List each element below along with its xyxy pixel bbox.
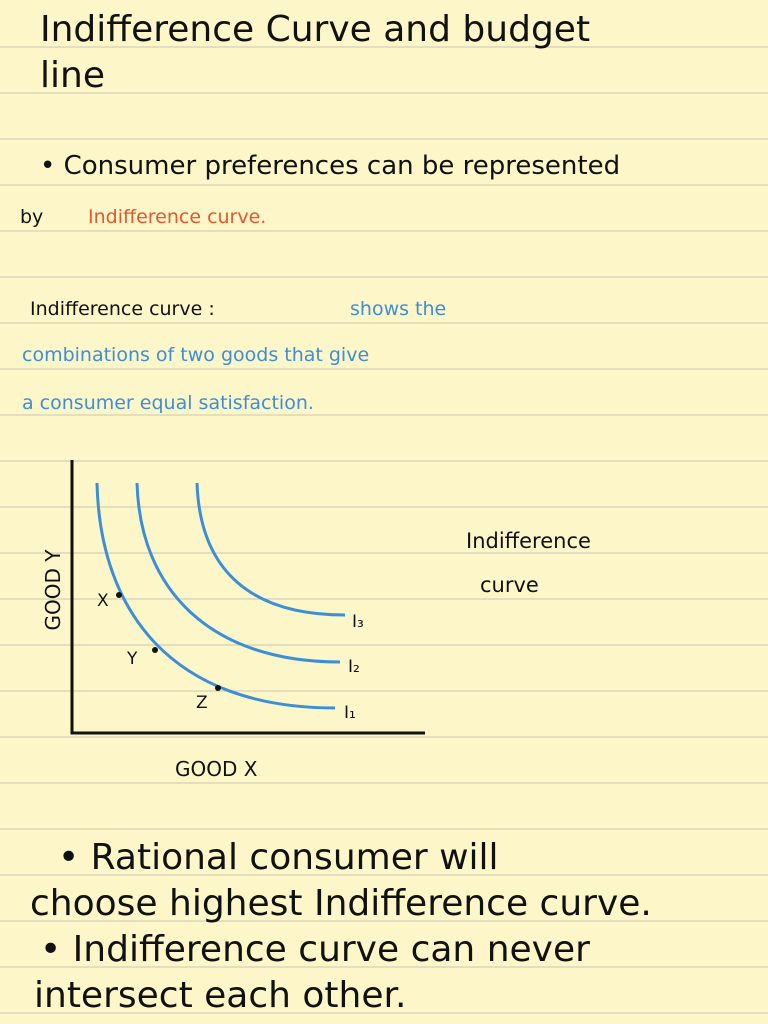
- text: by: [20, 206, 44, 228]
- bullet-text: • Consumer preferences can be represente…: [40, 151, 621, 181]
- curve-label: I₁: [344, 703, 356, 723]
- point: [215, 685, 221, 691]
- curve-label: I₂: [348, 657, 360, 677]
- definition-text: shows the: [350, 298, 447, 320]
- point-label: X: [97, 591, 109, 611]
- indifference-curve: [135, 482, 341, 664]
- title-line: line: [40, 55, 105, 96]
- highlight-text: Indifference curve.: [88, 206, 267, 228]
- caption: curve: [480, 573, 539, 597]
- bullet-text: intersect each other.: [34, 975, 407, 1016]
- curve-label: I₃: [352, 612, 364, 632]
- indifference-curve: [95, 482, 336, 710]
- bullet-text: choose highest Indifference curve.: [30, 883, 652, 924]
- bullet-text: • Rational consumer will: [58, 837, 499, 878]
- y-axis-label: GOOD Y: [41, 549, 65, 631]
- indifference-curve: [195, 482, 346, 617]
- point-label: Z: [196, 693, 208, 713]
- point-label: Y: [126, 649, 138, 669]
- diagram: X Y Z I₃ I₂ I₁ GOOD Y GOOD X Indifferenc…: [41, 460, 591, 781]
- axis: [70, 460, 425, 735]
- x-axis-label: GOOD X: [175, 757, 258, 781]
- definition-text: a consumer equal satisfaction.: [22, 392, 314, 414]
- axes: [70, 460, 425, 735]
- title-line: Indifference Curve and budget: [40, 9, 591, 50]
- caption: Indifference: [466, 529, 591, 553]
- definition-text: combinations of two goods that give: [22, 344, 370, 366]
- bullet-text: • Indifference curve can never: [40, 929, 590, 970]
- point: [152, 647, 158, 653]
- point: [116, 592, 122, 598]
- term: Indifference curve :: [30, 298, 215, 320]
- curves: [95, 482, 346, 710]
